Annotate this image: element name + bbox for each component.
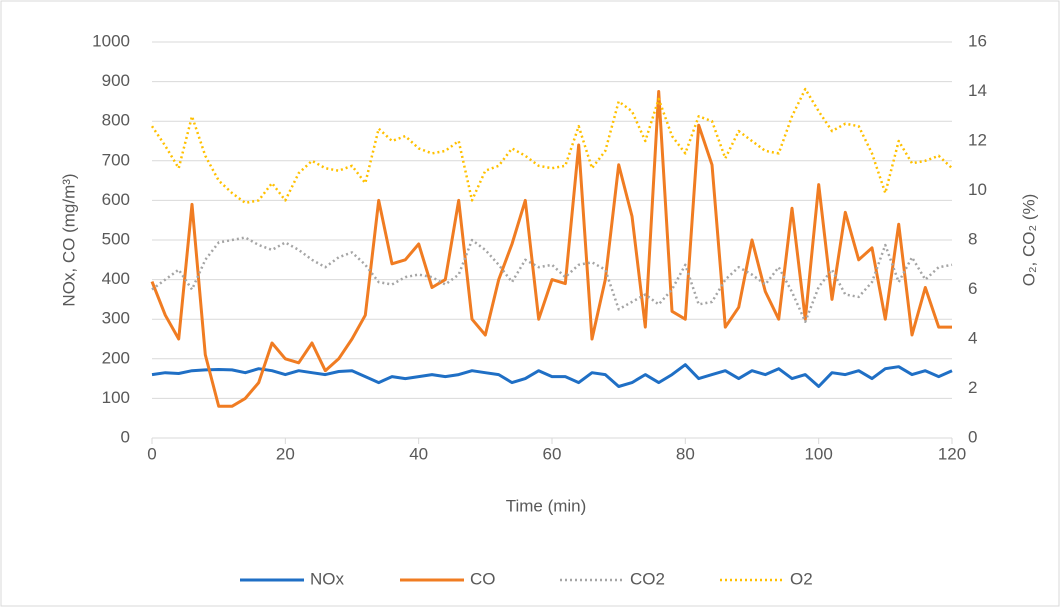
legend-label: NOx <box>310 569 345 588</box>
legend-label: CO2 <box>630 569 665 588</box>
y-tick-label: 100 <box>102 388 130 407</box>
series-line <box>150 87 953 205</box>
x-tick-label: 20 <box>276 444 295 463</box>
legend-label: O2 <box>790 569 813 588</box>
x-tick-label: 120 <box>938 444 966 463</box>
y-axis-label: NOx, CO (mg/m³) <box>59 173 78 306</box>
y-tick-label: 1000 <box>92 31 130 50</box>
y2-tick-label: 16 <box>968 31 987 50</box>
x-tick-label: 100 <box>804 444 832 463</box>
y2-tick-label: 14 <box>968 81 987 100</box>
y2-tick-label: 2 <box>968 378 977 397</box>
y-tick-label: 0 <box>121 427 130 446</box>
y-tick-label: 300 <box>102 309 130 328</box>
x-tick-label: 60 <box>543 444 562 463</box>
y2-tick-label: 4 <box>968 328 977 347</box>
y-tick-label: 200 <box>102 348 130 367</box>
y2-tick-label: 6 <box>968 279 977 298</box>
y2-tick-label: 12 <box>968 130 987 149</box>
legend-label: CO <box>470 569 496 588</box>
x-axis-label: Time (min) <box>506 496 587 515</box>
y-tick-label: 400 <box>102 269 130 288</box>
x-tick-label: 40 <box>409 444 428 463</box>
y-tick-label: 600 <box>102 190 130 209</box>
y2-tick-label: 10 <box>968 180 987 199</box>
x-tick-label: 0 <box>147 444 156 463</box>
y-tick-label: 900 <box>102 71 130 90</box>
y-tick-label: 500 <box>102 229 130 248</box>
series-line <box>150 90 952 408</box>
x-tick-label: 80 <box>676 444 695 463</box>
y2-tick-label: 8 <box>968 229 977 248</box>
series-line <box>151 363 953 388</box>
y-tick-label: 800 <box>102 111 130 130</box>
y-tick-label: 700 <box>102 150 130 169</box>
y2-axis-label: O₂, CO₂ (%) <box>1019 194 1038 287</box>
y2-tick-label: 0 <box>968 427 977 446</box>
